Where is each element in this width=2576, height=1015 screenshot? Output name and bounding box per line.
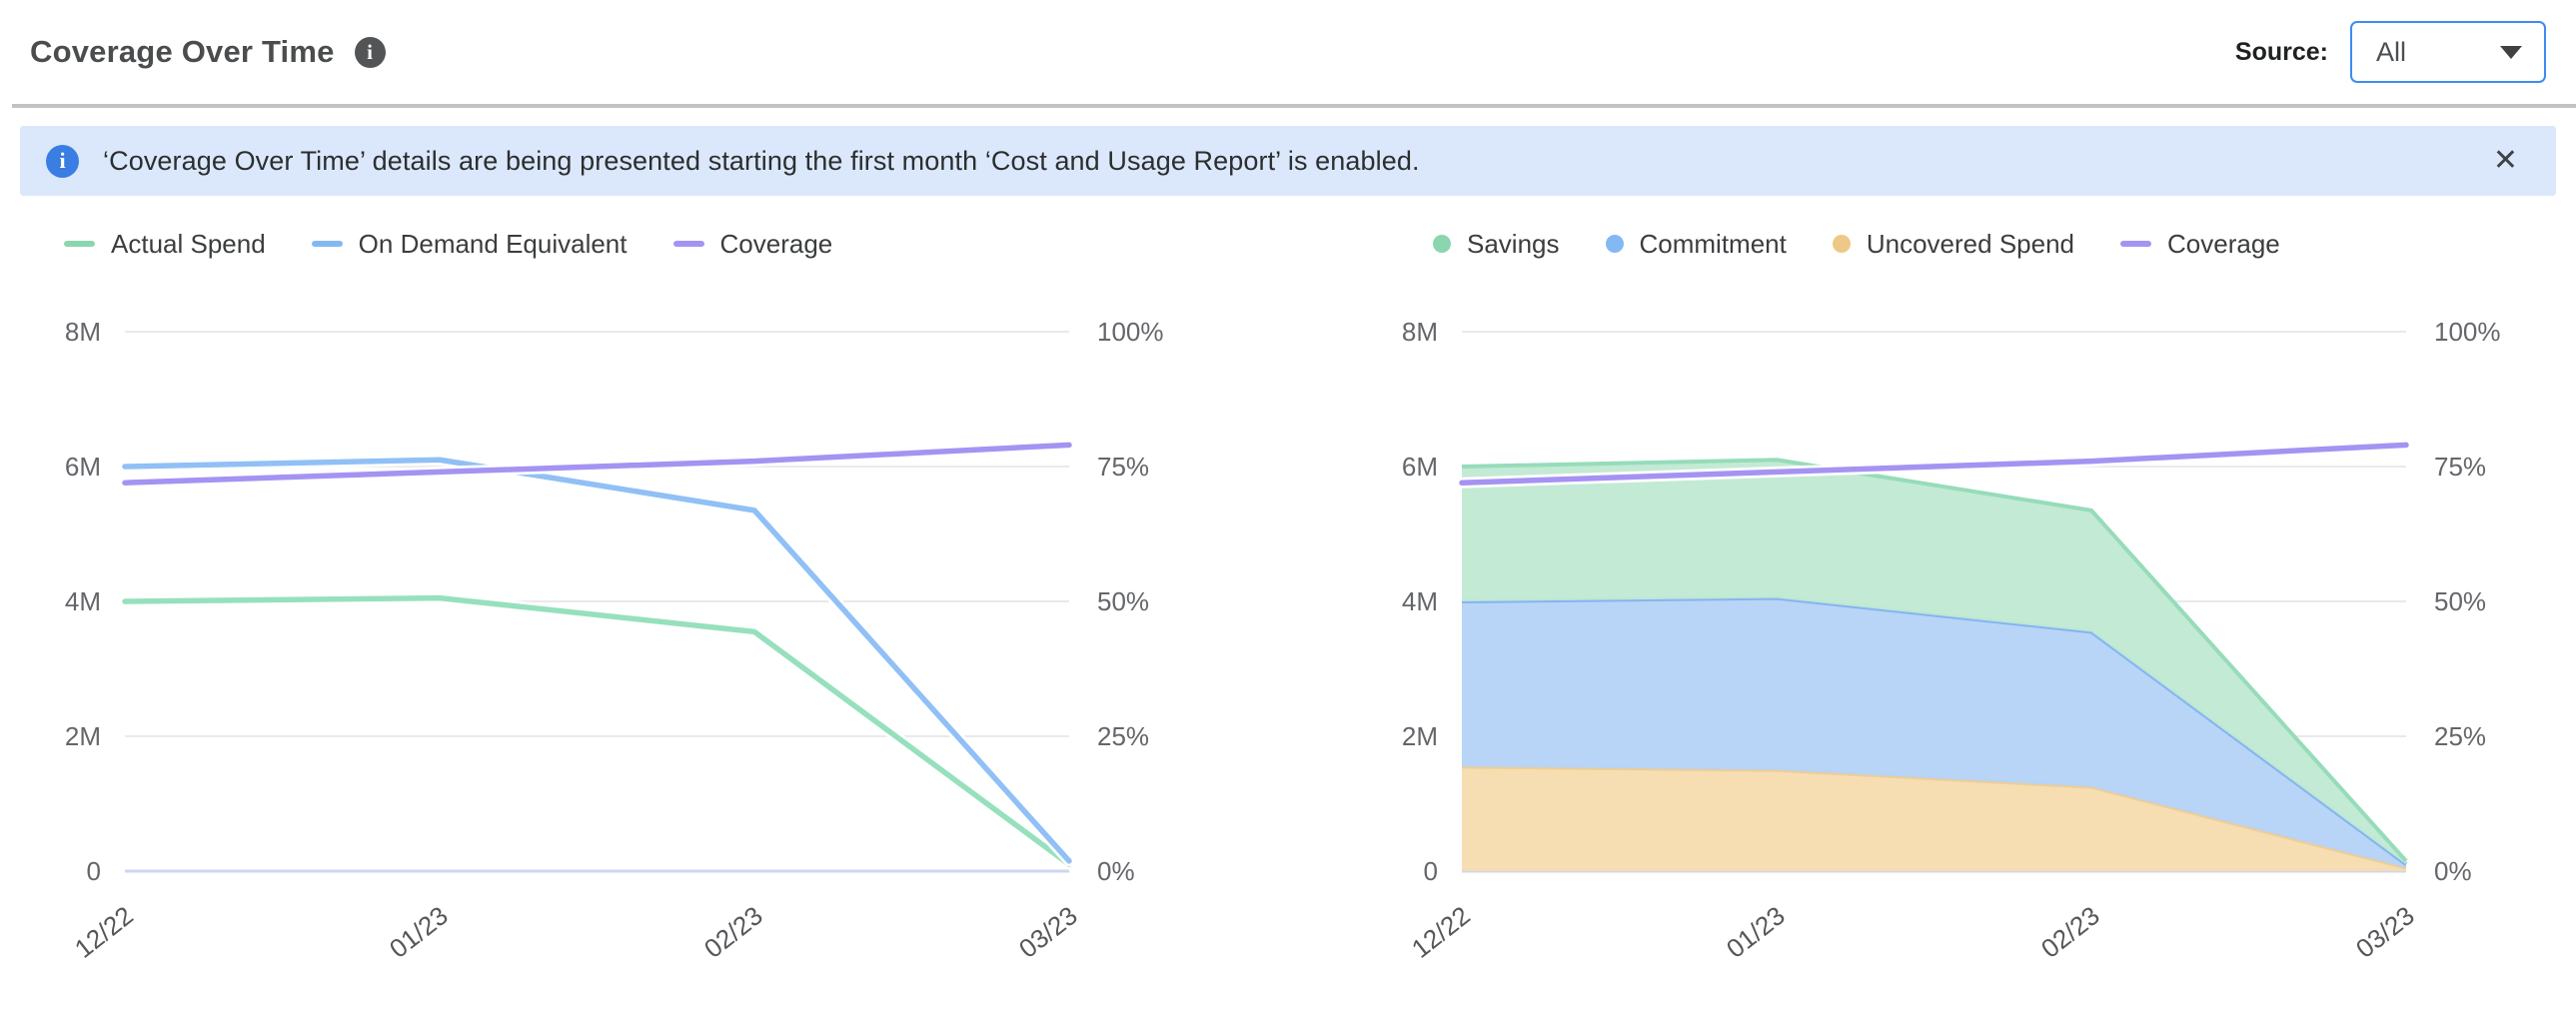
legend-label: On Demand Equivalent — [358, 228, 628, 259]
x-axis-tick-label: 12/22 — [1406, 900, 1476, 964]
legend-label: Coverage — [719, 228, 833, 259]
source-label: Source: — [2234, 37, 2328, 66]
legend-label: Actual Spend — [111, 228, 266, 259]
area-chart-legend: Savings Commitment Uncovered Spend Coverage — [1433, 226, 2576, 262]
area-edge-savings — [1461, 458, 2408, 863]
legend-dot-icon — [1605, 235, 1624, 253]
legend-label: Coverage — [2167, 228, 2280, 259]
y-axis-left-tick-label: 8M — [1402, 317, 1438, 347]
x-axis-tick-label: 01/23 — [384, 900, 454, 964]
x-axis-tick-label: 12/22 — [69, 900, 139, 964]
area-savings — [1462, 460, 2406, 865]
x-axis-tick-label: 01/23 — [1721, 900, 1791, 964]
legend-dash-icon — [311, 241, 343, 247]
y-axis-left-tick-label: 4M — [65, 586, 101, 616]
legend-item-actual-spend[interactable]: Actual Spend — [64, 229, 266, 260]
area-uncovered-spend — [1462, 766, 2406, 871]
legend-item-coverage[interactable]: Coverage — [2120, 229, 2280, 260]
legend-dash-icon — [64, 241, 95, 247]
legend-item-commitment[interactable]: Commitment — [1605, 228, 1787, 260]
line-casing-actual-spend — [119, 592, 1075, 870]
line-chart-panel: Actual Spend On Demand Equivalent Coverage… — [30, 226, 1239, 971]
y-axis-left-tick-label: 0 — [1424, 856, 1438, 886]
banner-text: ‘Coverage Over Time’ details are being p… — [103, 145, 1420, 176]
info-banner: i ‘Coverage Over Time’ details are being… — [20, 126, 2556, 196]
info-circle-icon[interactable]: i — [354, 36, 386, 68]
legend-item-uncovered-spend[interactable]: Uncovered Spend — [1832, 228, 2074, 260]
y-axis-left-tick-label: 2M — [1402, 721, 1438, 751]
y-axis-right-tick-label: 0% — [2434, 856, 2472, 886]
legend-label: Commitment — [1639, 228, 1787, 259]
legend-item-savings[interactable]: Savings — [1433, 229, 1560, 260]
legend-dash-icon — [2120, 241, 2151, 247]
line-chart[interactable]: 0 2M 4M 6M 8M 0% 25% 50% 75% 100% 12/22 01/23 02/23 0… — [30, 282, 1239, 971]
y-axis-right-tick-label: 75% — [2434, 452, 2486, 482]
legend-item-coverage[interactable]: Coverage — [672, 228, 833, 260]
y-axis-left-tick-label: 2M — [65, 721, 101, 751]
line-coverage — [122, 442, 1072, 486]
legend-label: Savings — [1467, 228, 1560, 259]
y-axis-right-tick-label: 0% — [1097, 856, 1135, 886]
x-axis-tick-label: 02/23 — [2035, 900, 2105, 964]
legend-dot-icon — [1433, 235, 1451, 253]
y-axis-left-tick-label: 4M — [1402, 586, 1438, 616]
page-title: Coverage Over Time — [30, 34, 335, 69]
close-icon[interactable]: ✕ — [2492, 144, 2518, 177]
source-dropdown[interactable]: All — [2350, 21, 2546, 83]
y-axis-right-tick-label: 50% — [2434, 586, 2486, 616]
info-circle-icon: i — [46, 144, 79, 178]
legend-dash-icon — [672, 241, 704, 247]
x-axis-tick-label: 03/23 — [1013, 900, 1083, 964]
line-chart-legend: Actual Spend On Demand Equivalent Coverage — [64, 226, 1239, 262]
y-axis-left-tick-label: 0 — [87, 856, 101, 886]
legend-dot-icon — [1832, 235, 1851, 253]
y-axis-left-tick-label: 6M — [65, 452, 101, 482]
widget-header: Coverage Over Time i Source: All — [0, 0, 2576, 104]
line-coverage — [1459, 442, 2409, 486]
header-divider — [12, 104, 2576, 108]
y-axis-right-tick-label: 100% — [2434, 317, 2501, 347]
y-axis-left-tick-label: 6M — [1402, 452, 1438, 482]
x-axis-tick-label: 03/23 — [2350, 900, 2420, 964]
legend-label: Uncovered Spend — [1866, 228, 2074, 259]
charts-container: Actual Spend On Demand Equivalent Coverage… — [0, 226, 2576, 971]
y-axis-right-tick-label: 100% — [1097, 317, 1164, 347]
area-chart[interactable]: 0 2M 4M 6M 8M 0% 25% 50% 75% 100% 12/22 01/23 02/23 0… — [1367, 282, 2576, 971]
area-commitment — [1462, 597, 2406, 868]
y-axis-right-tick-label: 25% — [1097, 721, 1149, 751]
chevron-down-icon — [2500, 45, 2522, 59]
line-on-demand-equivalent — [122, 457, 1072, 864]
x-axis-tick-label: 02/23 — [698, 900, 768, 964]
legend-item-on-demand-equivalent[interactable]: On Demand Equivalent — [311, 228, 628, 260]
area-chart-panel: Savings Commitment Uncovered Spend Coverage… — [1367, 226, 2576, 971]
y-axis-right-tick-label: 50% — [1097, 586, 1149, 616]
line-casing-on-demand-equivalent — [119, 454, 1075, 867]
y-axis-right-tick-label: 75% — [1097, 452, 1149, 482]
source-dropdown-value: All — [2376, 36, 2407, 67]
line-actual-spend — [122, 594, 1072, 867]
y-axis-left-tick-label: 8M — [65, 317, 101, 347]
y-axis-right-tick-label: 25% — [2434, 721, 2486, 751]
